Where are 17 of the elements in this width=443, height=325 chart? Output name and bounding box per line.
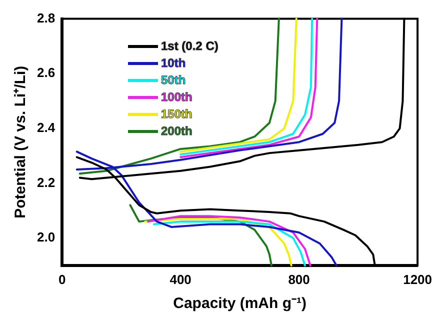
y-tick-label: 2.6 [36, 65, 56, 80]
x-tick-label: 0 [58, 272, 66, 287]
y-tick-label: 2.4 [36, 120, 56, 135]
x-tick-label: 800 [288, 272, 310, 287]
y-tick-label: 2.8 [36, 10, 56, 26]
y-tick-label: 2.0 [36, 230, 56, 245]
x-axis-title: Capacity (mAh g⁻¹) [173, 295, 306, 312]
y-axis-title: Potential (V vs. Li⁺/Li) [12, 66, 30, 218]
x-tick-label: 400 [170, 272, 192, 287]
legend-label: 1st (0.2 C) [161, 38, 218, 55]
y-tick-label: 2.2 [36, 174, 56, 190]
legend-label: 50th [161, 72, 186, 89]
legend-label: 10th [161, 55, 186, 72]
legend-label: 150th [161, 106, 192, 123]
legend-label: 200th [161, 123, 192, 140]
x-tick-label: 1200 [403, 272, 432, 287]
legend-label: 100th [161, 89, 192, 106]
